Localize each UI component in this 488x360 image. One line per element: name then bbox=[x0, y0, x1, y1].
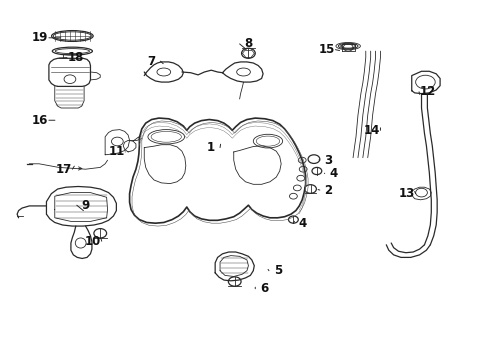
Text: 17: 17 bbox=[55, 163, 72, 176]
Text: 16: 16 bbox=[32, 114, 48, 127]
Text: 18: 18 bbox=[67, 51, 84, 64]
Text: 4: 4 bbox=[329, 167, 337, 180]
Text: 7: 7 bbox=[147, 55, 155, 68]
Text: 2: 2 bbox=[324, 184, 332, 197]
Text: 11: 11 bbox=[108, 145, 124, 158]
Text: 6: 6 bbox=[260, 282, 267, 295]
Text: 5: 5 bbox=[273, 264, 281, 277]
Text: 9: 9 bbox=[81, 199, 89, 212]
Text: 3: 3 bbox=[324, 154, 332, 167]
Text: 14: 14 bbox=[363, 124, 379, 137]
Text: 1: 1 bbox=[207, 141, 215, 154]
Text: 13: 13 bbox=[398, 187, 414, 200]
Text: 10: 10 bbox=[84, 235, 101, 248]
Text: 8: 8 bbox=[244, 37, 252, 50]
Text: 19: 19 bbox=[32, 31, 48, 44]
Text: 12: 12 bbox=[419, 85, 435, 98]
Text: 4: 4 bbox=[298, 217, 305, 230]
Text: 15: 15 bbox=[318, 43, 334, 56]
